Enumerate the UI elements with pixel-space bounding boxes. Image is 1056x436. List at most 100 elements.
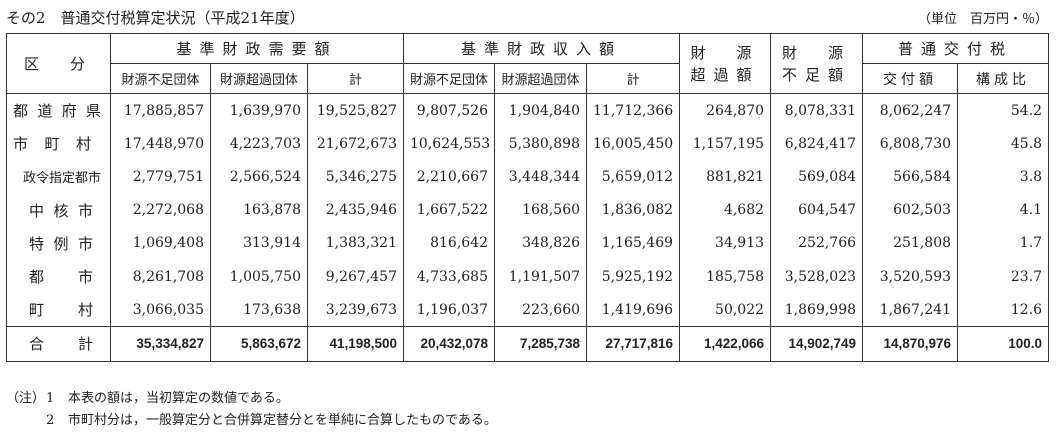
- unit-label: （単位 百万円・％）: [917, 11, 1048, 27]
- note-number: 1: [46, 391, 55, 406]
- table-cell: 1,191,507: [494, 259, 588, 294]
- notes: （注） 1 本表の額は，当初算定の数値である。 2 市町村分は，一般算定分と合併…: [6, 388, 497, 432]
- table-cell: 1,419,696: [586, 293, 681, 327]
- table-row: 都道府県 17,885,857 1,639,970 19,525,827 9,807,5…: [6, 93, 1050, 128]
- table-cell: 50,022: [679, 293, 772, 327]
- table-cell: 21,672,673: [306, 127, 405, 161]
- row-label: 町村: [6, 293, 111, 327]
- kofuzei-table: 区 分 基準財政需要額 基準財政収入額 財 源 超過額 財 源 不足額 普通交付…: [6, 33, 1050, 362]
- table-cell: 313,914: [210, 226, 308, 260]
- header-futsu-kofuzei: 普通交付税: [862, 33, 1050, 64]
- table-cell: 1,422,066: [679, 326, 772, 362]
- table-row: 政令指定都市 2,779,751 2,566,524 5,346,275 2,210,6…: [6, 160, 1050, 194]
- table-cell: 1.7: [957, 226, 1050, 260]
- row-label: 都道府県: [6, 93, 111, 128]
- table-cell: 20,432,078: [403, 326, 496, 362]
- table-cell: 2,272,068: [110, 193, 211, 227]
- table-cell: 3,066,035: [110, 293, 211, 327]
- table-cell: 223,660: [494, 293, 588, 327]
- header-zaigen-fusokugaku: 財 源 不足額: [770, 33, 864, 94]
- table-cell: 8,062,247: [862, 93, 959, 128]
- table-cell: 2,435,946: [306, 193, 405, 227]
- note-number: 2: [46, 413, 55, 428]
- table-cell: 1,867,241: [862, 293, 959, 327]
- table-cell: 1,005,750: [210, 259, 308, 294]
- row-label: 政令指定都市: [6, 160, 111, 194]
- table-cell: 8,261,708: [110, 259, 211, 294]
- table-cell: 19,525,827: [306, 93, 405, 128]
- table-cell: 569,084: [770, 160, 864, 194]
- table-cell: 1,869,998: [770, 293, 864, 327]
- subheader-koseihi: 構成比: [957, 63, 1050, 94]
- notes-head: （注）: [6, 391, 46, 406]
- table-cell: 5,346,275: [306, 160, 405, 194]
- header-kijun-shunyu: 基準財政収入額: [403, 33, 681, 64]
- table-cell: 2,210,667: [403, 160, 496, 194]
- table-cell: 264,870: [679, 93, 772, 128]
- table-cell: 348,826: [494, 226, 588, 260]
- subheader-kofugaku: 交付額: [862, 63, 959, 94]
- row-label: 中核市: [6, 193, 111, 227]
- table-cell: 173,638: [210, 293, 308, 327]
- table-cell: 2,566,524: [210, 160, 308, 194]
- table-cell: 35,334,827: [110, 326, 211, 362]
- page-title: その2 普通交付税算定状況（平成21年度）: [6, 8, 305, 27]
- table-cell: 5,925,192: [586, 259, 681, 294]
- note-text: 市町村分は，一般算定分と合併算定替分とを単純に合算したものである。: [68, 413, 497, 428]
- table-cell: 6,808,730: [862, 127, 959, 161]
- table-cell: 10,624,553: [403, 127, 496, 161]
- table-cell: 3.8: [957, 160, 1050, 194]
- subheader-choka-dantai: 財源超過団体: [494, 63, 588, 94]
- header-zaigen-chokagaku: 財 源 超過額: [679, 33, 772, 94]
- row-label: 都市: [6, 259, 111, 294]
- table-cell: 4,733,685: [403, 259, 496, 294]
- table-cell: 12.6: [957, 293, 1050, 327]
- table-cell: 4,682: [679, 193, 772, 227]
- table-cell: 1,383,321: [306, 226, 405, 260]
- table-cell: 168,560: [494, 193, 588, 227]
- table-cell: 602,503: [862, 193, 959, 227]
- table-row: 特例市 1,069,408 313,914 1,383,321 816,642 348,8…: [6, 226, 1050, 260]
- table-row: 合計 35,334,827 5,863,672 41,198,500 20,432,07…: [6, 326, 1050, 362]
- table-cell: 5,863,672: [210, 326, 308, 362]
- table-cell: 11,712,366: [586, 93, 681, 128]
- table-body: 都道府県 17,885,857 1,639,970 19,525,827 9,807,5…: [6, 93, 1050, 362]
- table-cell: 3,528,023: [770, 259, 864, 294]
- note-text: 本表の額は，当初算定の数値である。: [68, 391, 289, 406]
- table-cell: 5,380,898: [494, 127, 588, 161]
- table-cell: 4.1: [957, 193, 1050, 227]
- table-cell: 1,639,970: [210, 93, 308, 128]
- table-row: 都市 8,261,708 1,005,750 9,267,457 4,733,685 1,…: [6, 259, 1050, 294]
- table-cell: 2,779,751: [110, 160, 211, 194]
- row-label: 特例市: [6, 226, 111, 260]
- table-cell: 1,196,037: [403, 293, 496, 327]
- note-line: 2 市町村分は，一般算定分と合併算定替分とを単純に合算したものである。: [6, 410, 497, 432]
- table-cell: 163,878: [210, 193, 308, 227]
- table-cell: 27,717,816: [586, 326, 681, 362]
- subheader-kei: 計: [586, 63, 681, 94]
- table-cell: 3,520,593: [862, 259, 959, 294]
- header-kijun-juyo: 基準財政需要額: [109, 33, 405, 64]
- header-category: 区 分: [6, 33, 111, 94]
- table-cell: 9,267,457: [306, 259, 405, 294]
- table-row: 市町村 17,448,970 4,223,703 21,672,673 10,624,5…: [6, 127, 1050, 161]
- table-cell: 45.8: [957, 127, 1050, 161]
- table-cell: 34,913: [679, 226, 772, 260]
- table-row: 町村 3,066,035 173,638 3,239,673 1,196,037 223,…: [6, 293, 1050, 327]
- table-cell: 185,758: [679, 259, 772, 294]
- row-label: 合計: [6, 326, 111, 362]
- table-cell: 6,824,417: [770, 127, 864, 161]
- table-cell: 9,807,526: [403, 93, 496, 128]
- row-label: 市町村: [6, 127, 111, 161]
- title-row: その2 普通交付税算定状況（平成21年度） （単位 百万円・％）: [6, 6, 1048, 28]
- note-line: （注） 1 本表の額は，当初算定の数値である。: [6, 388, 497, 410]
- table-cell: 17,448,970: [110, 127, 211, 161]
- table-cell: 23.7: [957, 259, 1050, 294]
- table-cell: 7,285,738: [494, 326, 588, 362]
- subheader-kei: 計: [306, 63, 405, 94]
- table-cell: 1,836,082: [586, 193, 681, 227]
- table-cell: 3,239,673: [306, 293, 405, 327]
- table-cell: 14,870,976: [862, 326, 959, 362]
- table-cell: 41,198,500: [306, 326, 405, 362]
- table-row: 中核市 2,272,068 163,878 2,435,946 1,667,522 168…: [6, 193, 1050, 227]
